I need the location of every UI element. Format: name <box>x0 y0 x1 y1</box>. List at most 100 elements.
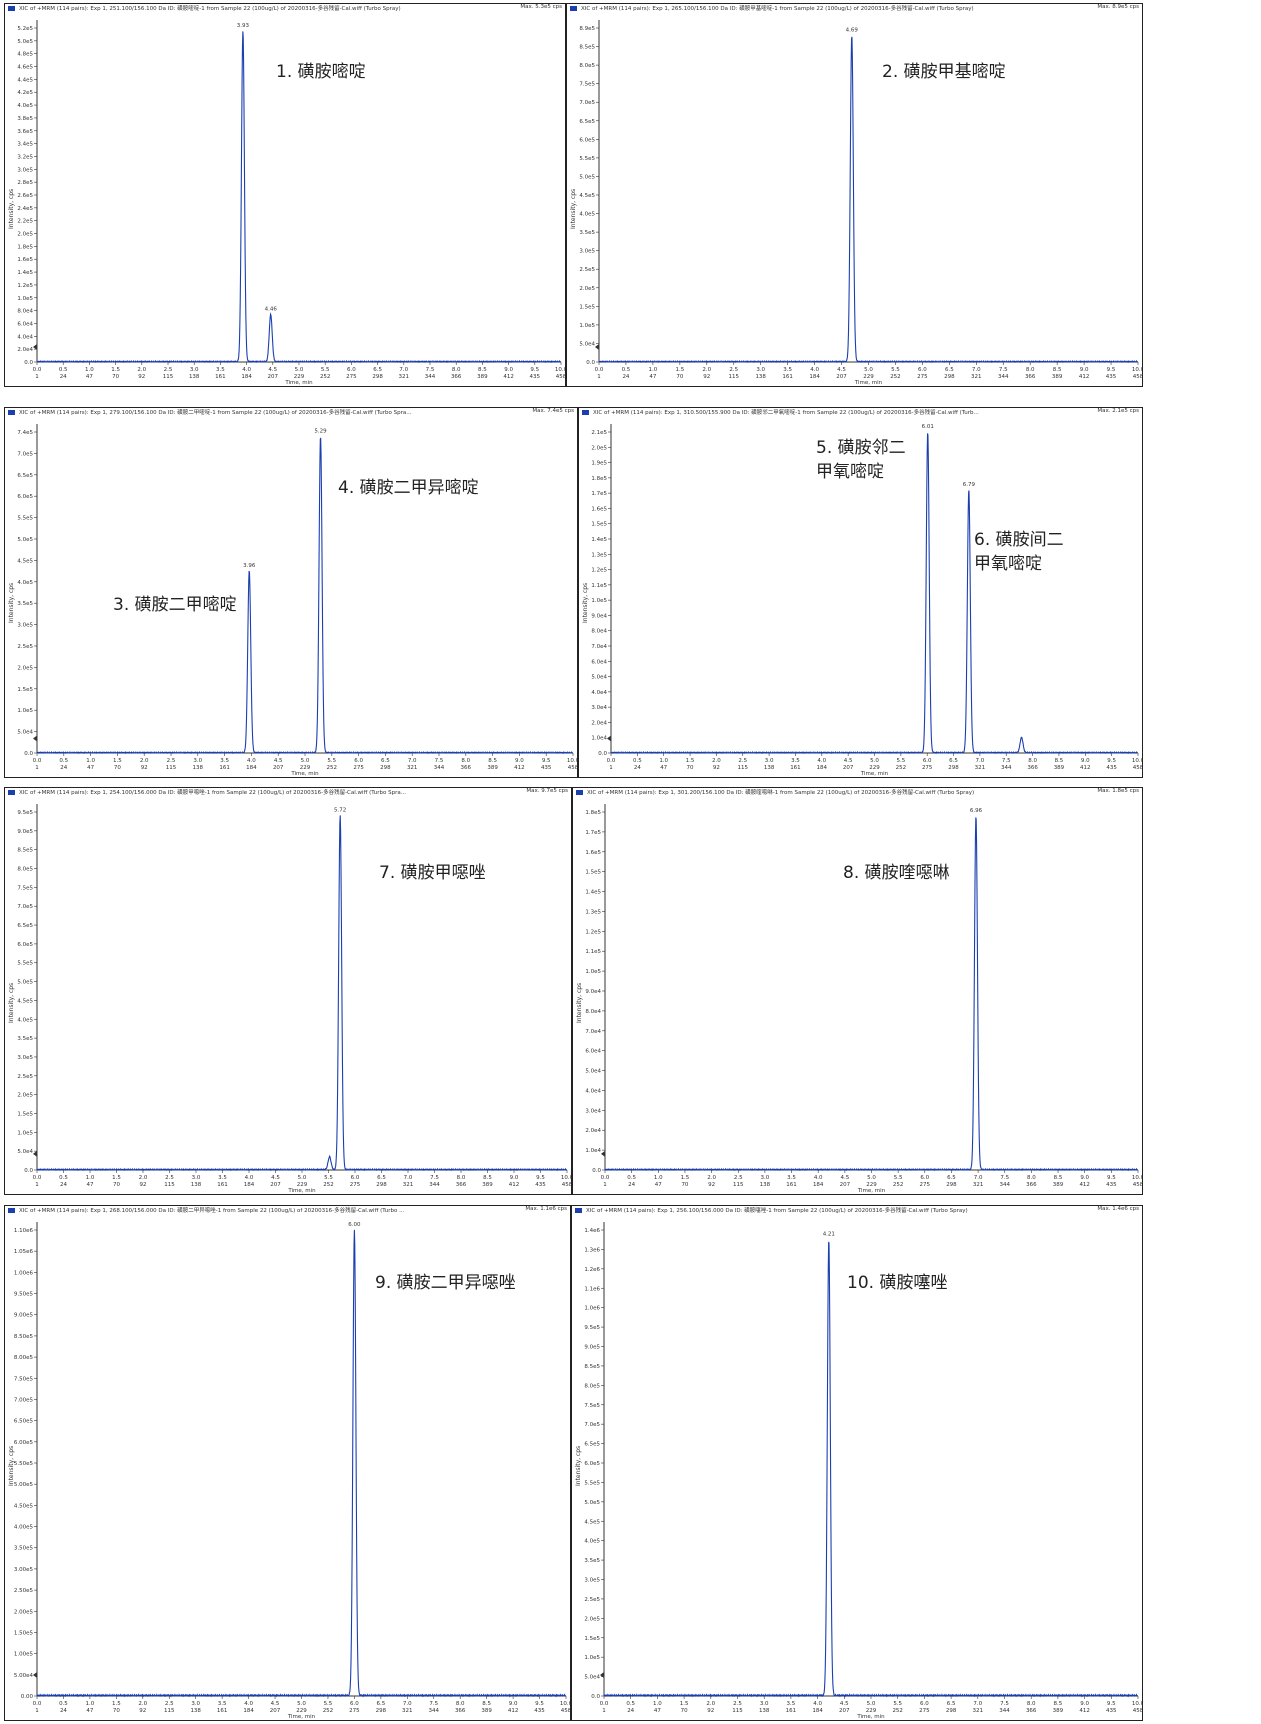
x-tick-label: 8.5 <box>1055 758 1064 764</box>
chromatogram-panel-8: XIC of +MRM (114 pairs): Exp 1, 256.100/… <box>571 1205 1143 1721</box>
scan-tick-label: 458 <box>1133 374 1143 380</box>
scan-tick-label: 275 <box>346 374 357 380</box>
y-tick-label: 1.1e5 <box>591 583 607 589</box>
y-tick-label: 1.5e5 <box>585 870 601 876</box>
scan-tick-label: 47 <box>649 374 656 380</box>
panel-header: XIC of +MRM (114 pairs): Exp 1, 251.100/… <box>19 6 401 12</box>
x-tick-label: 9.5 <box>536 1175 545 1181</box>
scan-tick-label: 92 <box>707 1708 714 1714</box>
scan-tick-label: 161 <box>790 765 801 771</box>
y-tick-label: 1.2e5 <box>17 283 33 289</box>
scan-tick-label: 47 <box>87 1182 94 1188</box>
scan-tick-label: 344 <box>434 765 445 771</box>
x-tick-label: 8.5 <box>1053 367 1062 373</box>
y-tick-label: 7.0e5 <box>579 100 595 106</box>
y-tick-label: 3.2e5 <box>17 154 33 160</box>
y-tick-label: 4.0e5 <box>17 1017 33 1023</box>
x-tick-label: 7.0 <box>972 367 981 373</box>
peak-rt-label: 3.96 <box>243 563 256 569</box>
x-tick-label: 4.5 <box>840 1175 849 1181</box>
y-tick-label: 4.5e5 <box>579 193 595 199</box>
x-tick-label: 4.0 <box>242 367 251 373</box>
x-tick-label: 6.5 <box>947 1175 956 1181</box>
y-tick-label: 8.0e4 <box>17 309 33 315</box>
y-tick-label: 1.4e5 <box>585 890 601 896</box>
x-tick-label: 4.0 <box>810 367 819 373</box>
scan-tick-label: 435 <box>535 1182 546 1188</box>
x-tick-label: 0.5 <box>633 758 642 764</box>
scan-tick-label: 161 <box>786 1182 797 1188</box>
compound-label-1: 5. 磺胺邻二 甲氧嘧啶 <box>816 438 906 482</box>
scan-tick-label: 24 <box>622 374 629 380</box>
compound-label: 7. 磺胺甲噁唑 <box>379 863 486 883</box>
scan-tick-label: 321 <box>403 1182 414 1188</box>
scan-tick-label: 24 <box>60 374 67 380</box>
y-tick-label: 8.0e5 <box>17 867 33 873</box>
y-tick-label: 6.5e5 <box>17 473 33 479</box>
scan-tick-label: 1 <box>597 374 601 380</box>
x-tick-label: 1.5 <box>112 1701 121 1707</box>
y-tick-label: 8.9e5 <box>579 26 595 32</box>
scan-tick-label: 24 <box>628 1182 635 1188</box>
x-tick-label: 9.0 <box>1080 1701 1089 1707</box>
scan-tick-label: 458 <box>1133 1182 1143 1188</box>
x-tick-label: 4.5 <box>271 1701 280 1707</box>
x-tick-label: 1.0 <box>653 1701 662 1707</box>
scan-tick-label: 366 <box>1026 1708 1037 1714</box>
scan-tick-label: 1 <box>602 1708 606 1714</box>
scan-tick-label: 70 <box>114 765 121 771</box>
x-tick-label: 4.0 <box>245 1175 254 1181</box>
y-tick-label: 3.0e4 <box>591 705 607 711</box>
x-axis-label: Time, min <box>287 1714 316 1720</box>
x-tick-label: 9.0 <box>509 1701 518 1707</box>
y-tick-label: 6.5e5 <box>579 119 595 125</box>
chromatogram-plot: 0.00 5.00e4 1.00e5 1.50e5 2.00e5 2.50e5 3.00e5… <box>14 1222 570 1720</box>
y-tick-label: 1.0e5 <box>17 1130 33 1136</box>
x-tick-label: 9.0 <box>510 1175 519 1181</box>
scan-tick-label: 184 <box>809 374 820 380</box>
y-tick-label: 2.6e5 <box>17 193 33 199</box>
y-tick-label: 1.6e5 <box>17 257 33 263</box>
x-tick-label: 6.5 <box>947 1701 956 1707</box>
scan-tick-label: 298 <box>944 374 955 380</box>
y-tick-label: 4.00e5 <box>14 1525 34 1531</box>
x-tick-label: 0.0 <box>607 758 616 764</box>
x-tick-label: 0.5 <box>59 367 68 373</box>
scan-tick-label: 138 <box>764 765 775 771</box>
x-tick-label: 4.0 <box>813 1701 822 1707</box>
scan-tick-label: 298 <box>948 765 959 771</box>
y-tick-label: 2.5e5 <box>17 1074 33 1080</box>
panel-header: XIC of +MRM (114 pairs): Exp 1, 279.100/… <box>19 410 412 416</box>
x-tick-label: 2.5 <box>167 758 176 764</box>
chromatogram-panel-3: XIC of +MRM (114 pairs): Exp 1, 279.100/… <box>4 407 578 778</box>
scan-tick-label: 458 <box>568 765 578 771</box>
y-tick-label: 2.1e5 <box>591 430 607 436</box>
scan-tick-label: 275 <box>917 374 928 380</box>
chromatogram-trace <box>36 1229 567 1698</box>
x-tick-label: 1.0 <box>654 1175 663 1181</box>
y-tick-label: 0.0 <box>586 360 595 366</box>
scan-tick-label: 229 <box>297 1182 308 1188</box>
chromatogram-plot: 0.0 5.0e4 1.0e5 1.5e5 2.0e5 2.5e5 3.0e5 3.5e5 4.… <box>17 424 578 777</box>
scan-tick-label: 366 <box>1025 374 1036 380</box>
y-tick-label: 6.0e5 <box>17 942 33 948</box>
chromatogram-trace <box>604 817 1139 1172</box>
x-tick-label: 6.0 <box>923 758 932 764</box>
peak-rt-label: 5.72 <box>334 808 346 814</box>
scan-tick-label: 458 <box>556 374 566 380</box>
y-tick-label: 1.3e5 <box>585 909 601 915</box>
x-axis-label: Time, min <box>287 1188 316 1194</box>
scan-tick-label: 344 <box>998 374 1009 380</box>
y-tick-label: 1.4e5 <box>591 537 607 543</box>
baseline-marker <box>600 1672 604 1679</box>
y-tick-label: 2.0e5 <box>579 286 595 292</box>
y-tick-label: 1.5e5 <box>17 687 33 693</box>
x-tick-label: 8.0 <box>457 1175 466 1181</box>
x-tick-label: 2.0 <box>712 758 721 764</box>
chromatogram-trace <box>603 1241 1139 1698</box>
x-tick-label: 0.0 <box>33 1701 42 1707</box>
scan-tick-label: 366 <box>455 1708 466 1714</box>
y-tick-label: 1.9e5 <box>591 461 607 467</box>
y-tick-label: 1.0e5 <box>585 969 601 975</box>
x-tick-label: 10.0 <box>1132 1175 1143 1181</box>
